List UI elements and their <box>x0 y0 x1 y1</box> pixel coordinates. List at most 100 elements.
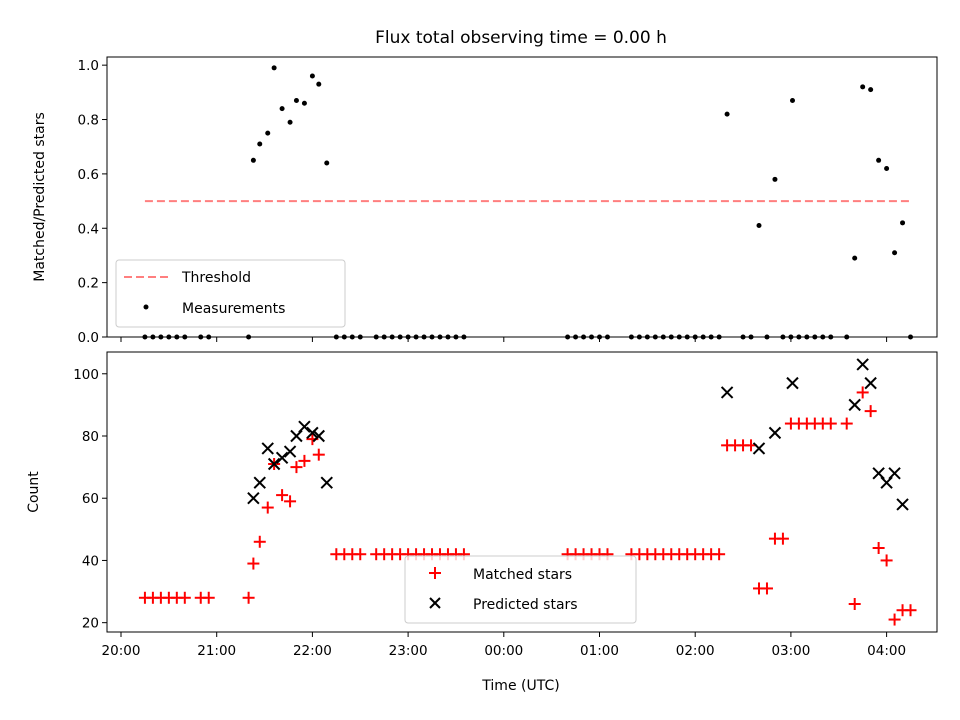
top-legend-box <box>115 259 346 328</box>
predicted-star-point <box>253 476 266 489</box>
legend-matched-label: Matched stars <box>473 567 572 583</box>
top-legend: Threshold Measurements <box>115 259 346 328</box>
matched-star-point <box>312 448 325 461</box>
measurement-point <box>868 87 874 93</box>
measurement-point <box>279 106 285 112</box>
predicted-star-point <box>752 442 766 455</box>
measurement-point <box>316 81 322 87</box>
predicted-star-point <box>306 426 319 440</box>
matched-star-point <box>202 591 215 604</box>
matched-star-point <box>298 454 311 467</box>
y-tick-label: 20 <box>82 616 99 632</box>
measurement-point <box>789 97 795 103</box>
matched-star-point <box>904 604 917 617</box>
measurement-point <box>852 255 858 261</box>
predicted-star-point <box>298 420 311 433</box>
predicted-star-point <box>888 467 901 480</box>
predicted-stars-points <box>247 358 909 511</box>
matched-star-point <box>253 535 266 548</box>
matched-star-point <box>864 405 877 418</box>
measurement-point <box>324 160 330 166</box>
y-tick-label: 40 <box>82 553 99 569</box>
matched-star-point <box>888 613 901 626</box>
top-panel: 0.0 0.2 0.4 0.6 0.8 1.0 Matched/Predicted sta… <box>32 56 938 346</box>
measurement-point <box>287 119 293 125</box>
top-y-axis-label: Matched/Predicted stars <box>32 112 48 282</box>
measurement-point <box>301 100 307 106</box>
matched-star-point <box>840 417 853 430</box>
bottom-legend: Matched stars Predicted stars <box>404 555 637 624</box>
bottom-legend-box <box>404 555 637 624</box>
bottom-panel: 20 40 60 80 100 20:00 21:00 22:00 23:00 00:00 01:… <box>26 351 938 694</box>
matched-star-point <box>290 461 303 474</box>
x-axis-label: Time (UTC) <box>481 678 559 694</box>
predicted-star-point <box>275 451 289 464</box>
predicted-star-point <box>261 442 274 455</box>
measurement-point <box>265 130 271 136</box>
matched-star-point <box>354 548 367 561</box>
x-tick-label: 03:00 <box>771 643 810 659</box>
matched-star-point <box>713 548 726 561</box>
matched-star-point <box>178 591 191 604</box>
measurement-point <box>876 157 882 163</box>
measurement-point <box>724 111 730 117</box>
measurement-point <box>756 223 762 229</box>
x-tick-label: 00:00 <box>484 643 523 659</box>
measurement-point <box>250 157 256 163</box>
matched-star-point <box>261 501 274 514</box>
y-tick-label: 80 <box>82 429 99 445</box>
matched-star-point <box>242 591 255 604</box>
matched-star-point <box>284 495 297 508</box>
predicted-star-point <box>720 386 734 399</box>
matched-star-point <box>880 554 893 567</box>
y-tick-label: 1.0 <box>78 58 99 74</box>
measurement-point <box>309 73 315 79</box>
x-tick-label: 01:00 <box>580 643 619 659</box>
bottom-plot-frame <box>106 351 938 633</box>
predicted-star-point <box>786 376 799 390</box>
predicted-star-point <box>267 457 281 471</box>
top-x-ticks <box>120 337 888 342</box>
y-tick-label: 0.4 <box>78 221 99 237</box>
legend-measurements-swatch <box>143 304 149 310</box>
matched-star-point <box>276 489 289 502</box>
y-tick-label: 100 <box>73 367 99 383</box>
measurement-point <box>271 65 277 71</box>
bottom-x-ticks: 20:00 21:00 22:00 23:00 00:00 01:00 02:00 03:00… <box>102 632 906 659</box>
legend-predicted-label: Predicted stars <box>473 597 578 613</box>
x-tick-label: 21:00 <box>197 643 236 659</box>
x-tick-label: 04:00 <box>867 643 906 659</box>
top-y-ticks: 0.0 0.2 0.4 0.6 0.8 1.0 <box>78 58 107 346</box>
measurement-point <box>860 84 866 90</box>
predicted-star-point <box>312 429 325 443</box>
measurement-point <box>900 220 906 226</box>
predicted-star-point <box>768 426 782 440</box>
y-tick-label: 0.2 <box>78 276 99 292</box>
x-tick-label: 23:00 <box>389 643 428 659</box>
x-tick-label: 02:00 <box>676 643 715 659</box>
legend-threshold-label: Threshold <box>181 270 251 286</box>
measurement-point <box>892 250 898 256</box>
predicted-star-point <box>283 445 297 458</box>
legend-measurements-label: Measurements <box>182 301 285 317</box>
legend-matched-swatch <box>429 567 441 579</box>
measurement-point <box>772 176 778 182</box>
predicted-star-point <box>864 376 877 390</box>
matched-star-point <box>856 386 869 399</box>
predicted-star-point <box>856 358 869 371</box>
y-tick-label: 0.6 <box>78 167 99 183</box>
x-tick-label: 20:00 <box>102 643 141 659</box>
measurement-point <box>884 165 890 171</box>
chart-title: Flux total observing time = 0.00 h <box>375 28 667 48</box>
y-tick-label: 0.0 <box>78 330 99 346</box>
predicted-star-point <box>320 476 333 489</box>
y-tick-label: 60 <box>82 491 99 507</box>
matched-star-point <box>776 532 789 545</box>
predicted-star-point <box>848 398 861 412</box>
bottom-y-axis-label: Count <box>26 471 42 513</box>
top-plot-frame <box>106 56 938 338</box>
matched-star-point <box>824 417 837 430</box>
x-tick-label: 22:00 <box>293 643 332 659</box>
measurement-point <box>257 141 263 147</box>
